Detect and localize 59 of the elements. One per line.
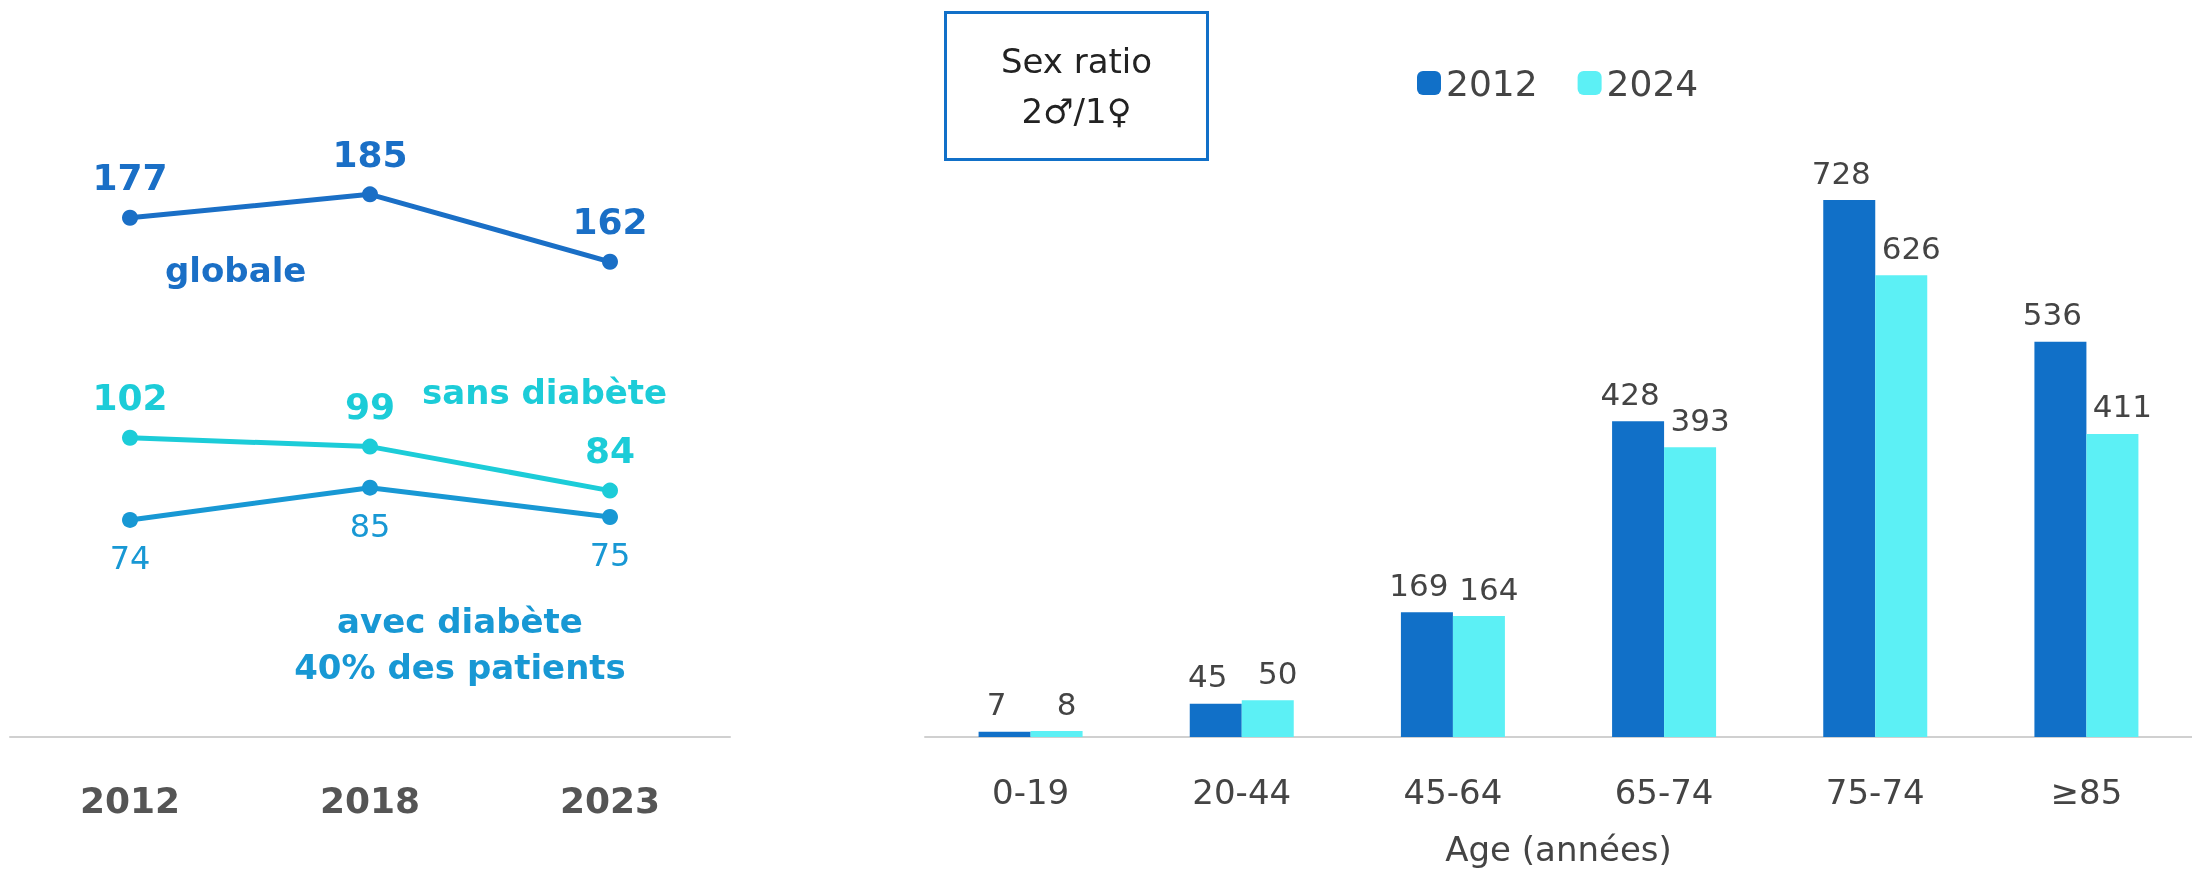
text: 40% des patients [294, 646, 626, 687]
data-label: 162 [572, 201, 648, 243]
point [602, 509, 618, 525]
data-label: 75 [589, 536, 631, 574]
bar [1241, 700, 1294, 737]
legend-label: 2012 [1446, 62, 1538, 104]
data-label: 164 [1459, 570, 1519, 607]
legend-label: 2024 [1606, 62, 1699, 104]
x-tick-label: 65-74 [1614, 772, 1714, 812]
series-label: sans diabète [422, 371, 668, 412]
text: avec diabète [337, 600, 583, 641]
data-label: 99 [344, 386, 396, 428]
point [602, 253, 618, 270]
x-tick-label: 75-74 [1825, 772, 1925, 812]
data-label: 8 [1056, 685, 1077, 722]
bar [2086, 433, 2139, 737]
bar [1664, 447, 1717, 737]
data-label: 45 [1188, 658, 1228, 695]
x-tick-label: 0-19 [992, 772, 1070, 812]
bar [1612, 421, 1665, 737]
bar [1823, 200, 1876, 737]
data-label: 177 [92, 157, 168, 199]
x-tick-label: 20-44 [1192, 772, 1292, 812]
data-label: 84 [584, 430, 636, 472]
text: Sex ratio 2♂/1♀ [944, 11, 1209, 161]
data-label: 102 [92, 377, 168, 419]
bar [2034, 341, 2087, 737]
data-label: 411 [2092, 388, 2152, 425]
data-label: 185 [332, 133, 408, 175]
x-axis-title: Age (années) [1445, 829, 1672, 869]
point [362, 479, 378, 496]
point [602, 482, 618, 499]
point [122, 209, 138, 226]
data-label: 169 [1389, 566, 1449, 603]
data-label: 728 [1811, 154, 1871, 191]
bar [1400, 612, 1453, 737]
data-label: 7 [986, 686, 1007, 723]
x-tick-label: 45-64 [1403, 772, 1503, 812]
point [122, 429, 138, 446]
x-tick-label: 2012 [79, 779, 181, 821]
series-label: globale [165, 249, 307, 290]
point [362, 438, 378, 455]
data-label: 536 [2022, 296, 2082, 333]
x-tick-label: ≥85 [2050, 772, 2123, 812]
data-label: 50 [1258, 654, 1298, 691]
data-label: 74 [109, 538, 151, 577]
x-tick-label: 2023 [559, 779, 661, 821]
bar [1189, 703, 1242, 737]
data-label: 85 [349, 506, 391, 545]
bar [978, 731, 1031, 737]
point [122, 511, 138, 528]
data-label: 626 [1881, 229, 1941, 266]
bar [1030, 731, 1083, 737]
x-tick-label: 2018 [319, 779, 421, 821]
point [362, 186, 378, 203]
bar [1452, 616, 1505, 737]
bar [1875, 275, 1928, 737]
data-label: 428 [1600, 375, 1660, 412]
data-label: 393 [1670, 401, 1730, 438]
